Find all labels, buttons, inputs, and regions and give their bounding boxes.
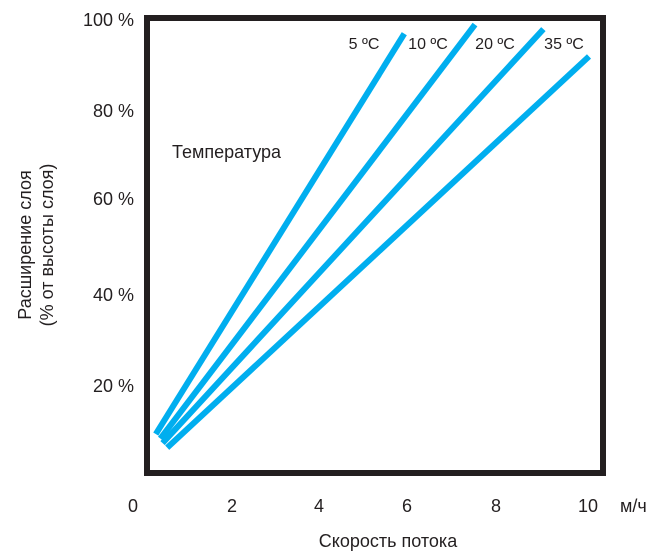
series-label-35c: 35 ºC — [544, 36, 584, 53]
x-tick-labels: 0 2 4 6 8 10 м/ч — [128, 496, 647, 516]
series-line-20c — [160, 27, 546, 446]
series-label-10c: 10 ºC — [408, 36, 448, 53]
x-tick-label: 8 — [491, 496, 501, 516]
x-unit-label: м/ч — [620, 496, 647, 516]
y-axis-title: Расширение слоя (% от высоты слоя) — [15, 164, 57, 327]
temperature-annotation: Температура — [172, 142, 282, 162]
series-line-5c — [153, 32, 407, 436]
x-tick-label: 2 — [227, 496, 237, 516]
x-tick-label: 6 — [402, 496, 412, 516]
y-axis-title-line2: (% от высоты слоя) — [37, 164, 57, 327]
y-tick-label: 60 % — [93, 189, 134, 209]
x-tick-label: 10 — [578, 496, 598, 516]
x-axis-title: Скорость потока — [319, 531, 458, 551]
series-label-5c: 5 ºC — [349, 36, 380, 53]
series-labels: 5 ºC 10 ºC 20 ºC 35 ºC — [349, 36, 584, 53]
plot-frame — [144, 15, 606, 476]
y-tick-label: 40 % — [93, 285, 134, 305]
x-tick-label: 0 — [128, 496, 138, 516]
y-axis-title-line1: Расширение слоя — [15, 170, 35, 319]
y-tick-label: 80 % — [93, 101, 134, 121]
y-tick-label: 100 % — [83, 10, 134, 30]
series-layer — [153, 22, 592, 450]
series-line-10c — [158, 22, 478, 441]
y-tick-label: 20 % — [93, 376, 134, 396]
series-line-35c — [165, 54, 592, 450]
series-label-20c: 20 ºC — [475, 36, 515, 53]
x-tick-label: 4 — [314, 496, 324, 516]
y-tick-labels: 20 % 40 % 60 % 80 % 100 % — [83, 10, 134, 396]
